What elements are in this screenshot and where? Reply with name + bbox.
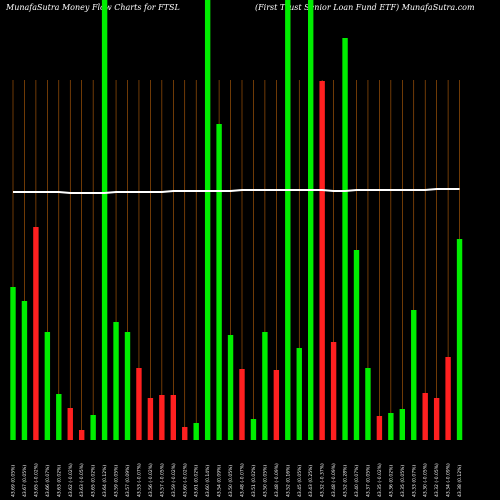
x-tick-label: 43.56 (-0.02%) [148, 463, 154, 497]
x-tick-label: 43.30 (-0.05%) [423, 463, 429, 497]
x-tick-label: 43.66 (0.07%) [45, 465, 51, 497]
x-tick-label: 43.65 (-0.02%) [33, 463, 39, 497]
x-tick-label: 43.57 (0.09%) [125, 465, 131, 497]
chart-title: MunafaSutra Money Flow Charts for FTSL [5, 3, 180, 12]
bar [308, 0, 314, 440]
bar [353, 250, 360, 440]
bar [239, 369, 245, 440]
bar [113, 322, 119, 440]
bar [376, 416, 383, 440]
bar [422, 393, 428, 440]
x-tick-label: 43.59 (-0.02%) [171, 463, 177, 497]
bar [456, 239, 463, 440]
x-tick-label: 43.35 (0.05%) [400, 465, 406, 497]
bar [273, 370, 280, 440]
bar [101, 0, 108, 440]
x-tick-label: 43.67 (0.05%) [22, 465, 28, 497]
bar [159, 395, 165, 440]
x-tick-label: 43.52 (0.16%) [285, 465, 291, 497]
x-tick-label: 43.50 (0.05%) [228, 465, 234, 497]
bar [147, 398, 154, 440]
x-tick-label: 43.37 (0.05%) [365, 465, 371, 497]
x-tick-label: 43.32 (-0.05%) [434, 463, 440, 497]
bar [33, 227, 39, 440]
x-tick-label: 43.36 (0.02%) [388, 465, 394, 497]
x-tick-label: 43.64 (0.12%) [102, 465, 108, 497]
x-tick-label: 43.48 (-0.07%) [240, 463, 246, 497]
bar [182, 427, 188, 440]
x-tick-label: 43.60 (-0.02%) [182, 463, 188, 497]
x-tick-label: 43.45 (0.05%) [297, 465, 303, 497]
x-tick-label: 43.52 (0.28%) [343, 465, 349, 497]
bar [79, 430, 85, 440]
x-tick-label: 43.69 (0.05%) [11, 465, 17, 497]
bar [399, 409, 405, 440]
x-tick-label: 43.40 (0.07%) [354, 465, 360, 497]
x-tick-label: 43.62 (-0.02%) [68, 463, 74, 497]
x-tick-label: 43.63 (0.02%) [56, 465, 62, 497]
bar [227, 335, 234, 440]
bar [433, 398, 440, 440]
bar [67, 408, 73, 440]
bar [136, 368, 142, 440]
flow-line [13, 188, 460, 194]
bar [170, 395, 176, 440]
bar [90, 415, 96, 440]
x-tick-label: 43.65 (0.02%) [91, 465, 97, 497]
x-tick-label: 43.53 (-0.07%) [136, 463, 142, 497]
bar [445, 357, 451, 440]
bar [319, 81, 325, 440]
x-tick-label: 43.33 (0.07%) [411, 465, 417, 497]
x-tick-label: 43.34 (-0.09%) [446, 463, 452, 497]
x-tick-label: 43.48 (-0.09%) [331, 463, 337, 497]
x-tick-label: 43.48 (-0.09%) [274, 463, 280, 497]
bar [193, 423, 199, 440]
x-tick-label: 43.38 (0.12%) [457, 465, 463, 497]
x-tick-label: 43.32 (-0.37%) [320, 463, 326, 497]
bar [44, 332, 51, 440]
bar [21, 301, 28, 440]
bar [216, 124, 222, 440]
x-tick-label: 43.43 (0.25%) [308, 465, 314, 497]
bar [330, 342, 337, 440]
bar [56, 394, 62, 440]
bar [285, 0, 291, 440]
bar [388, 413, 394, 440]
bar [365, 368, 371, 440]
x-tick-label: 43.59 (0.05%) [114, 465, 120, 497]
chart-subtitle: (First Trust Senior Loan Fund ETF) Munaf… [255, 3, 475, 12]
bar [342, 38, 348, 440]
x-tick-label: 43.63 (-0.05%) [79, 463, 85, 497]
bar [411, 310, 417, 440]
bar [250, 419, 257, 440]
x-tick-label: 43.54 (0.09%) [217, 465, 223, 497]
bar [204, 0, 211, 440]
bar [296, 348, 302, 440]
x-tick-label: 43.61 (0.02%) [194, 465, 200, 497]
bar [10, 287, 16, 440]
bar [262, 332, 268, 440]
x-tick-label: 43.60 (0.14%) [205, 465, 211, 497]
x-tick-label: 43.50 (0.05%) [262, 465, 268, 497]
bar [124, 332, 131, 440]
x-tick-label: 43.35 (-0.02%) [377, 463, 383, 497]
x-tick-label: 43.51 (0.02%) [251, 465, 257, 497]
x-tick-label: 43.57 (-0.05%) [159, 463, 165, 497]
